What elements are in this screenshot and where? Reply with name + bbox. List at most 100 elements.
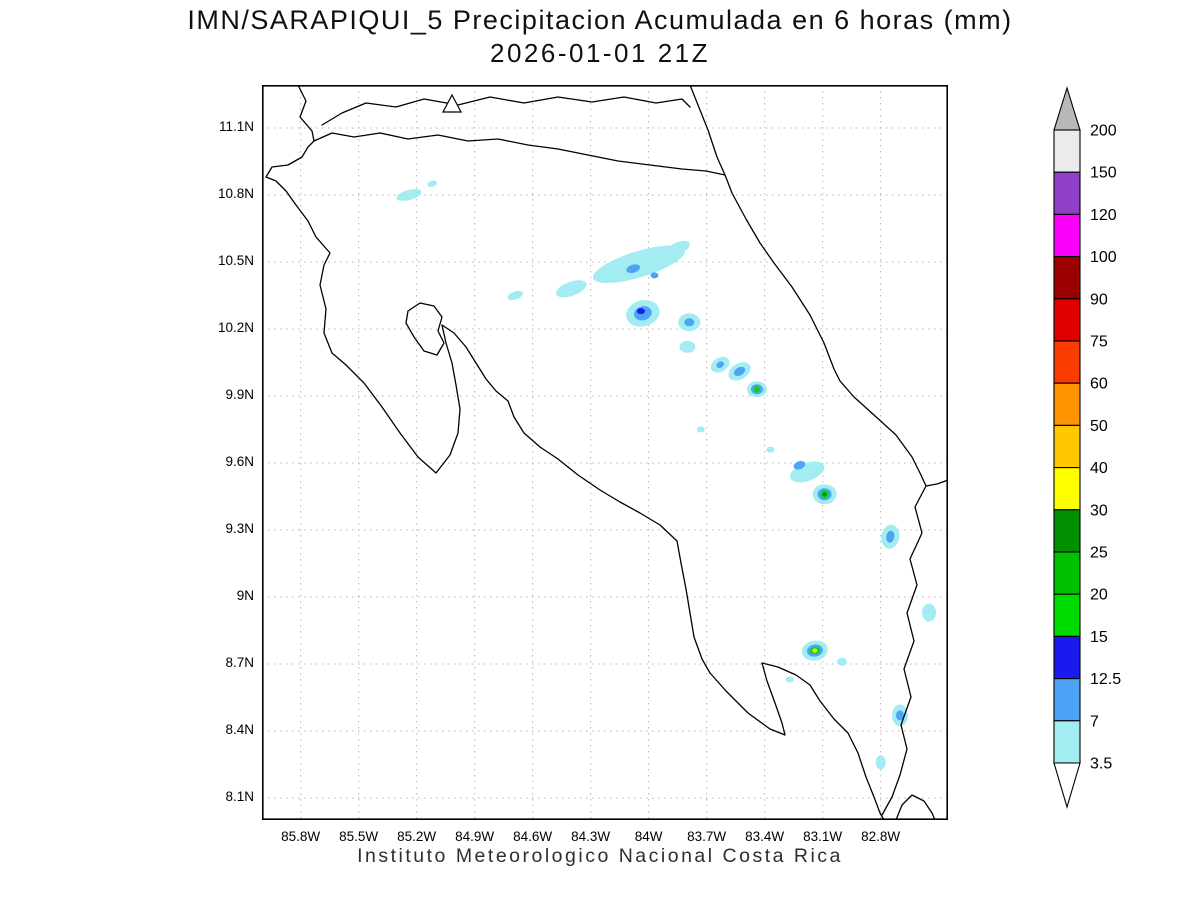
caribbean-coast	[724, 174, 948, 487]
colorbar-segment	[1053, 256, 1081, 300]
lon-tick-label: 82.8W	[861, 829, 901, 844]
precip-cell	[753, 386, 760, 393]
lat-tick-label: 10.5N	[217, 252, 254, 268]
colorbar-label: 7	[1090, 713, 1099, 730]
lon-tick-label: 83.4W	[745, 829, 785, 844]
lat-tick-label: 9.6N	[225, 453, 254, 469]
lat-tick-label: 8.4N	[225, 721, 254, 737]
precip-cell	[556, 280, 587, 298]
lon-tick-label: 83.1W	[803, 829, 843, 844]
colorbar: 200 150 120 100 90 75 60 50 40 30 25 20 15 12.5 7 3.5	[1053, 86, 1121, 809]
panama-border	[881, 485, 927, 816]
lon-tick-label: 84.6W	[513, 829, 553, 844]
coastline-layer	[265, 85, 948, 820]
colorbar-label: 60	[1090, 376, 1108, 393]
colorbar-segment	[1053, 424, 1081, 469]
precip-cell	[812, 648, 818, 653]
chiriqui-coast	[895, 794, 936, 820]
precip-cell	[895, 710, 904, 721]
precip-cell	[427, 180, 438, 187]
colorbar-label: 3.5	[1090, 756, 1112, 773]
precip-cell	[785, 676, 794, 683]
lat-tick-label: 8.7N	[225, 654, 254, 670]
precip-cell	[636, 308, 645, 315]
colorbar-segment	[1053, 467, 1081, 511]
lat-tick-label: 9N	[236, 587, 254, 603]
nicaragua-pacific-coast	[297, 85, 315, 142]
colorbar-below-min-triangle	[1053, 762, 1081, 809]
colorbar-label: 200	[1090, 123, 1117, 140]
grid-layer	[262, 85, 948, 820]
colorbar-label: 20	[1090, 587, 1108, 604]
precip-cell	[886, 530, 895, 543]
precip-cell	[766, 446, 775, 453]
colorbar-label: 15	[1090, 629, 1108, 646]
lon-tick-label: 83.7W	[687, 829, 727, 844]
colorbar-segment	[1053, 593, 1081, 637]
colorbar-label: 30	[1090, 502, 1108, 519]
lon-tick-label: 85.5W	[339, 829, 379, 844]
precip-cell	[836, 657, 847, 666]
precip-cell	[822, 492, 827, 497]
colorbar-segment	[1053, 551, 1081, 595]
lake-nicaragua-shore	[321, 96, 691, 126]
precip-cell	[650, 272, 659, 279]
nicaragua-border	[313, 132, 726, 176]
colorbar-segment	[1053, 213, 1081, 258]
colorbar-above-max-triangle	[1053, 86, 1081, 131]
lat-tick-label: 10.2N	[217, 319, 254, 335]
precip-cell	[679, 340, 696, 353]
precip-cell	[396, 189, 422, 201]
lake-island	[442, 93, 462, 113]
lat-tick-label: 8.1N	[225, 788, 254, 804]
colorbar-segment	[1053, 171, 1081, 215]
colorbar-segment	[1053, 678, 1081, 722]
precip-cell	[626, 264, 640, 274]
footer-credit: Instituto Meteorologico Nacional Costa R…	[357, 845, 843, 867]
colorbar-label: 100	[1090, 249, 1117, 266]
precip-cell	[733, 366, 746, 377]
nicoya-gulf-lagoon	[405, 302, 445, 356]
colorbar-segment	[1053, 720, 1081, 764]
colorbar-label: 40	[1090, 460, 1108, 477]
colorbar-label: 120	[1090, 207, 1117, 224]
precip-cell	[696, 426, 705, 433]
colorbar-label: 25	[1090, 545, 1108, 562]
precip-cells-layer	[396, 180, 936, 770]
lon-tick-label: 85.8W	[281, 829, 321, 844]
colorbar-segment	[1053, 635, 1081, 680]
pacific-coast	[265, 140, 885, 820]
colorbar-segment	[1053, 298, 1081, 342]
colorbar-label: 50	[1090, 418, 1108, 435]
colorbar-segment	[1053, 129, 1081, 173]
colorbar-segment	[1053, 340, 1081, 384]
precip-cell	[592, 245, 686, 283]
chart-subtitle: 2026-01-01 21Z	[489, 38, 711, 68]
chart-title: IMN/SARAPIQUI_5 Precipitacion Acumulada …	[187, 5, 1013, 35]
map-plot	[262, 85, 948, 820]
precip-cell	[665, 240, 690, 257]
lat-tick-label: 10.8N	[217, 185, 254, 201]
precip-cell	[507, 290, 523, 301]
nicaragua-caribbean-coast	[689, 85, 726, 176]
colorbar-segment	[1053, 509, 1081, 553]
lat-tick-label: 9.3N	[225, 520, 254, 536]
colorbar-label: 90	[1090, 291, 1108, 308]
lon-tick-label: 84.3W	[571, 829, 611, 844]
precip-cell	[793, 460, 806, 470]
colorbar-segment	[1053, 382, 1081, 426]
lon-tick-label: 84W	[634, 829, 663, 844]
precip-cell	[789, 461, 825, 483]
precip-cell	[716, 361, 724, 368]
lat-tick-label: 9.9N	[225, 386, 254, 402]
precip-cell	[921, 603, 936, 622]
colorbar-label: 150	[1090, 165, 1117, 182]
precip-cell	[684, 318, 695, 327]
lon-tick-label: 84.9W	[455, 829, 495, 844]
precip-cell	[875, 755, 886, 770]
lat-tick-label: 11.1N	[218, 118, 254, 134]
plot-frame	[262, 85, 948, 820]
colorbar-label: 75	[1090, 334, 1108, 351]
colorbar-label: 12.5	[1090, 671, 1121, 688]
